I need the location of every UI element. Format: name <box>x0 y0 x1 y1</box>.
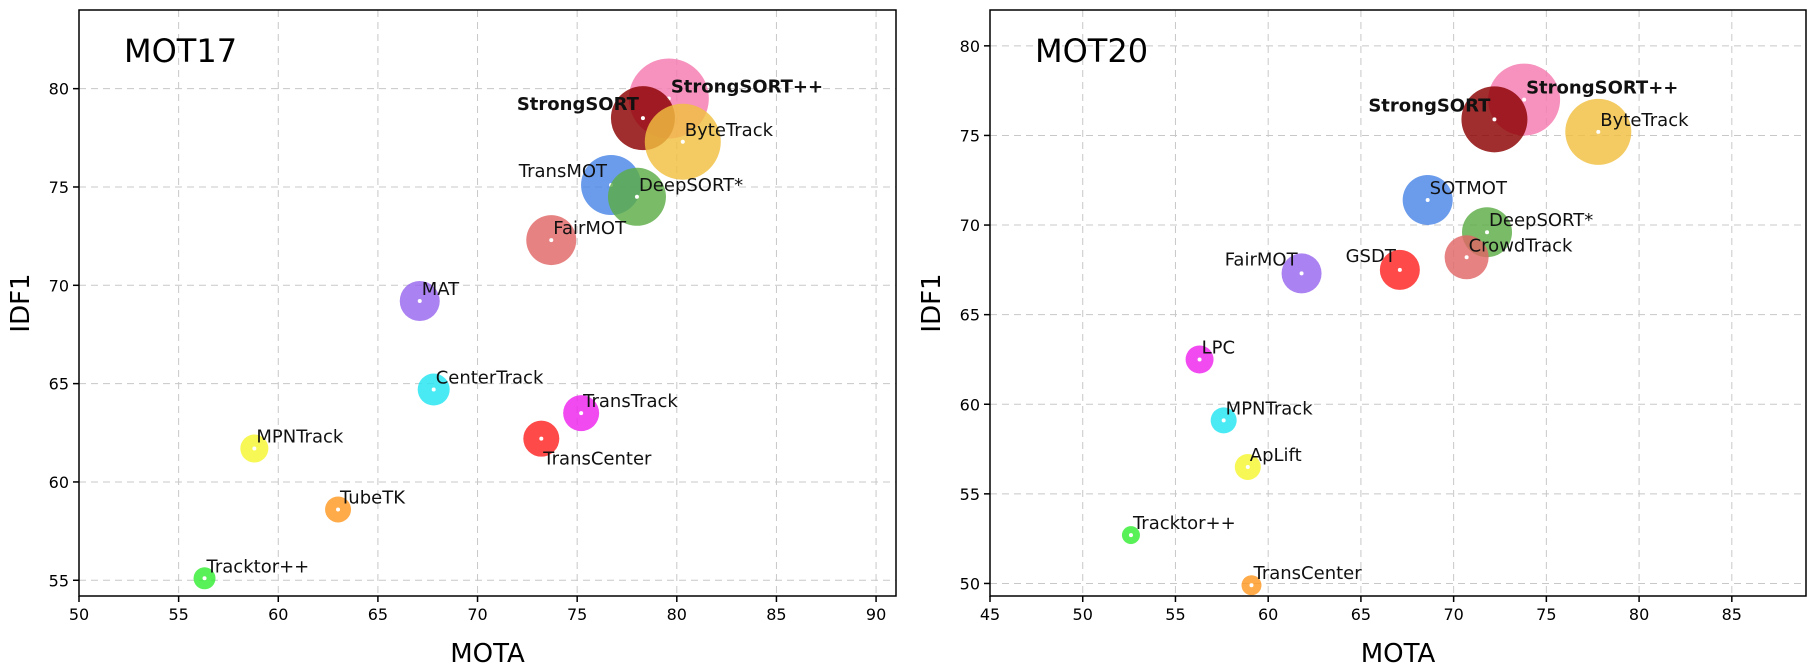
x-tick-label: 70 <box>1443 605 1463 624</box>
x-tick-label: 85 <box>1722 605 1742 624</box>
y-tick-label: 70 <box>960 216 980 235</box>
x-axis-label: MOTA <box>1361 639 1436 668</box>
x-tick-label: 75 <box>567 605 587 624</box>
data-point-center <box>1425 197 1430 202</box>
data-point-center <box>202 576 207 581</box>
point-label: DeepSORT* <box>639 175 743 196</box>
x-tick-label: 75 <box>1536 605 1556 624</box>
chart-title: MOT20 <box>1035 32 1148 70</box>
data-point-center <box>1221 418 1226 423</box>
data-point-center <box>539 436 544 441</box>
y-axis-label: IDF1 <box>917 273 947 332</box>
point-label: MAT <box>422 279 460 300</box>
y-tick-label: 65 <box>49 375 69 394</box>
point-label: TubeTK <box>339 487 406 508</box>
x-axis-label: MOTA <box>450 639 525 668</box>
x-tick-label: 45 <box>980 605 1000 624</box>
x-tick-label: 90 <box>866 605 886 624</box>
data-point-center <box>252 446 257 451</box>
data-point-center <box>680 139 685 144</box>
data-point-center <box>1245 464 1250 469</box>
y-tick-label: 65 <box>960 306 980 325</box>
x-tick-label: 70 <box>467 605 487 624</box>
chart-title: MOT17 <box>124 32 237 70</box>
data-point-center <box>1522 97 1527 102</box>
point-label: Tracktor++ <box>1132 513 1236 534</box>
data-point-center <box>1492 117 1497 122</box>
data-point-center <box>640 116 645 121</box>
data-point-center <box>431 387 436 392</box>
point-label: DeepSORT* <box>1489 210 1593 231</box>
plot-frame <box>989 9 1807 597</box>
data-point-center <box>549 238 554 243</box>
data-point-center <box>1197 357 1202 362</box>
y-axis-label: IDF1 <box>6 273 36 332</box>
point-label: Tracktor++ <box>206 556 310 577</box>
point-label: FairMOT <box>1225 249 1299 270</box>
point-label: StrongSORT <box>517 94 640 115</box>
point-label: FairMOT <box>553 218 627 239</box>
y-tick-label: 60 <box>49 473 69 492</box>
point-label: LPC <box>1202 337 1235 358</box>
point-label: StrongSORT++ <box>671 76 823 97</box>
x-tick-label: 65 <box>1351 605 1371 624</box>
x-tick-label: 50 <box>69 605 89 624</box>
x-tick-label: 80 <box>1629 605 1649 624</box>
data-point-center <box>1485 230 1490 235</box>
point-label: StrongSORT <box>1368 95 1491 116</box>
point-label: GSDT <box>1346 246 1397 267</box>
point-label: ByteTrack <box>1600 110 1689 131</box>
data-point-center <box>1299 271 1304 276</box>
x-tick-label: 50 <box>1073 605 1093 624</box>
x-tick-label: 55 <box>168 605 188 624</box>
data-point-center <box>1128 533 1133 538</box>
data-point-center <box>1397 267 1402 272</box>
point-label: CrowdTrack <box>1469 235 1573 256</box>
x-tick-label: 60 <box>268 605 288 624</box>
x-tick-label: 55 <box>1165 605 1185 624</box>
y-tick-label: 70 <box>49 276 69 295</box>
point-label: MPNTrack <box>1226 398 1314 419</box>
y-tick-label: 75 <box>960 126 980 145</box>
point-label: ByteTrack <box>685 120 774 141</box>
x-tick-label: 65 <box>368 605 388 624</box>
data-point-center <box>579 411 584 416</box>
x-tick-label: 60 <box>1258 605 1278 624</box>
data-point-center <box>1464 255 1469 260</box>
y-tick-label: 75 <box>49 178 69 197</box>
y-tick-label: 80 <box>960 37 980 56</box>
point-label: StrongSORT++ <box>1526 78 1678 99</box>
point-label: MPNTrack <box>256 427 344 448</box>
point-label: CenterTrack <box>436 368 544 389</box>
data-point-center <box>634 194 639 199</box>
y-tick-label: 60 <box>960 395 980 414</box>
x-tick-label: 80 <box>667 605 687 624</box>
point-label: TransCenter <box>1252 563 1362 584</box>
data-point-center <box>417 299 422 304</box>
plot-frame <box>78 9 897 597</box>
mot20-panel: 45 50 55 60 65 70 75 80 8550556065707580StrongSO… <box>917 9 1807 668</box>
point-label: TransMOT <box>518 161 608 182</box>
y-tick-label: 80 <box>49 80 69 99</box>
point-label: TransTrack <box>582 391 678 412</box>
y-tick-label: 55 <box>49 571 69 590</box>
point-label: TransCenter <box>542 449 652 470</box>
data-point-center <box>1249 583 1254 588</box>
y-tick-label: 55 <box>960 485 980 504</box>
point-label: SOTMOT <box>1430 178 1508 199</box>
data-point-center <box>1596 129 1601 134</box>
x-tick-label: 85 <box>766 605 786 624</box>
data-point-center <box>336 507 341 512</box>
y-tick-label: 50 <box>960 574 980 593</box>
point-label: ApLift <box>1250 445 1302 466</box>
